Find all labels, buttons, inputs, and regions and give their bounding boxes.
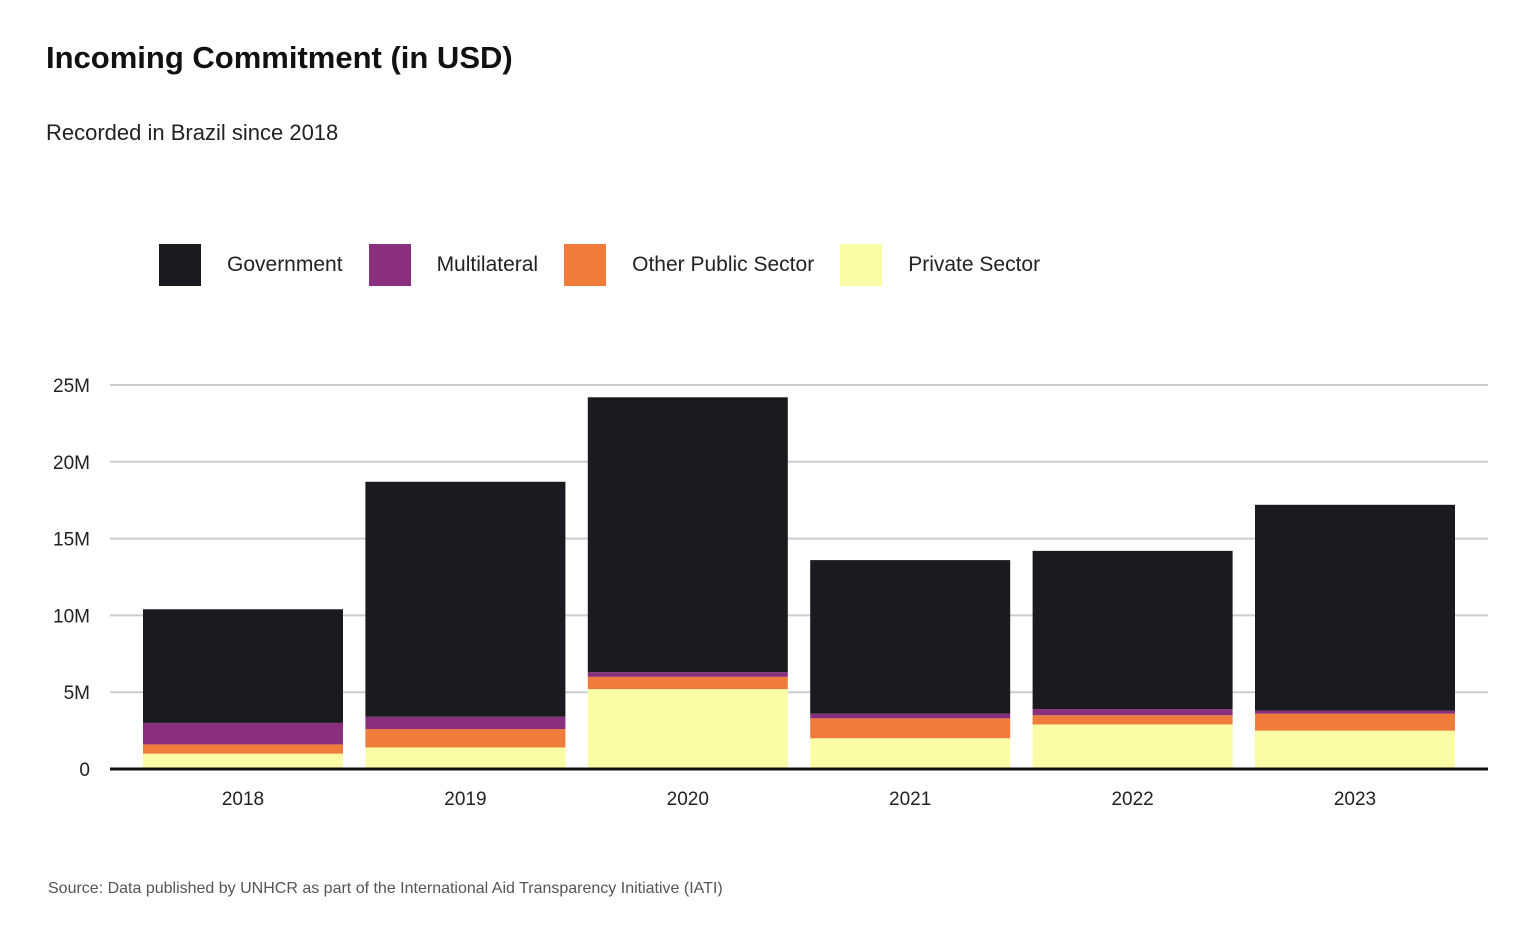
y-tick-label: 15M — [53, 530, 90, 551]
legend-label: Private Sector — [908, 253, 1041, 276]
x-tick-label: 2019 — [444, 789, 486, 810]
y-tick-label: 20M — [53, 453, 90, 474]
bar-segment — [587, 672, 788, 677]
x-tick-label: 2021 — [889, 789, 931, 810]
x-tick-label: 2023 — [1334, 789, 1376, 810]
legend-label: Other Public Sector — [632, 253, 815, 276]
y-tick-label: 0 — [79, 760, 90, 781]
bar-segment — [587, 689, 788, 769]
bar-segment — [1032, 550, 1233, 710]
legend-item: Other Public Sector — [564, 244, 814, 286]
legend-item: Multilateral — [368, 244, 539, 286]
bar-segment — [143, 744, 343, 754]
chart-subtitle: Recorded in Brazil since 2018 — [46, 120, 339, 145]
x-tick-label: 2018 — [222, 789, 264, 810]
bar-segment — [1032, 715, 1233, 725]
bar-segment — [810, 713, 1011, 719]
bar-segment — [365, 481, 566, 717]
bar-segment — [365, 716, 566, 730]
bar-segment — [810, 560, 1011, 714]
bar-segment — [1255, 730, 1455, 769]
source-note: Source: Data published by UNHCR as part … — [48, 880, 723, 897]
legend-swatch — [368, 244, 411, 286]
legend-swatch — [564, 244, 607, 286]
bar-segment — [143, 722, 343, 745]
bar-segment — [365, 729, 566, 748]
legend-label: Multilateral — [436, 253, 539, 276]
bar-segment — [587, 676, 788, 690]
y-tick-label: 5M — [64, 683, 90, 704]
y-tick-label: 10M — [53, 606, 90, 627]
legend-item: Private Sector — [840, 244, 1040, 286]
x-tick-label: 2020 — [667, 789, 709, 810]
legend-label: Government — [227, 253, 343, 276]
bar-segment — [365, 747, 566, 769]
x-tick-label: 2022 — [1111, 789, 1153, 810]
bar-segment — [810, 718, 1011, 739]
legend-item: Government — [159, 244, 343, 286]
bar-segment — [1255, 710, 1455, 714]
bar-segment — [143, 609, 343, 723]
bar-segment — [587, 397, 788, 673]
legend-swatch — [159, 244, 201, 286]
bar-segment — [810, 738, 1011, 769]
y-tick-label: 25M — [53, 376, 90, 397]
bar-segment — [1255, 504, 1455, 711]
bar-segment — [1032, 724, 1233, 769]
legend-swatch — [840, 244, 883, 286]
bar-segment — [1032, 709, 1233, 716]
bar-segment — [1255, 713, 1455, 731]
legend: Government Multilateral Other Public Secto… — [159, 244, 1066, 286]
chart-title: Incoming Commitment (in USD) — [46, 40, 513, 75]
bar-segment — [143, 753, 343, 769]
